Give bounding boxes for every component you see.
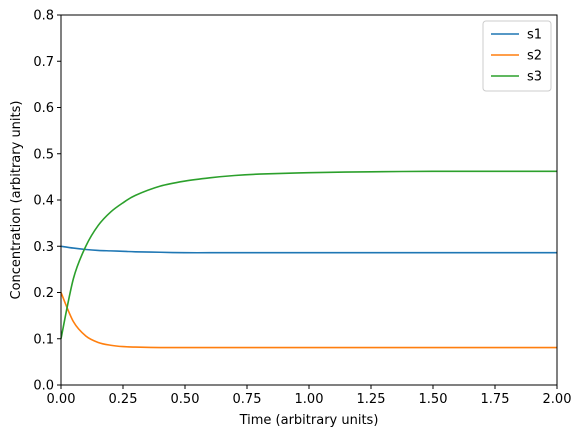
legend-label-s3: s3 bbox=[527, 70, 542, 85]
y-tick-label: 0.5 bbox=[33, 147, 54, 162]
y-tick-label: 0.1 bbox=[33, 332, 54, 347]
y-tick-label: 0.8 bbox=[33, 9, 54, 24]
y-tick-label: 0.6 bbox=[33, 101, 54, 116]
series-line-s2 bbox=[60, 292, 557, 349]
series-layer bbox=[60, 170, 557, 349]
y-axis-label: Concentration (arbitrary units) bbox=[9, 101, 24, 300]
legend: s1 s2 s3 bbox=[482, 20, 552, 92]
series-line-s1 bbox=[60, 245, 557, 254]
x-tick-label: 0.75 bbox=[233, 392, 262, 407]
y-tick-label: 0.4 bbox=[33, 194, 54, 209]
series-line-s3 bbox=[60, 170, 557, 339]
x-axis-ticks: 0.00 0.25 0.50 0.75 1.00 1.25 1.50 1.75 2.00 bbox=[47, 385, 572, 407]
y-tick-label: 0.3 bbox=[33, 240, 54, 255]
y-axis-ticks: 0.0 0.1 0.2 0.3 0.4 0.5 0.6 0.7 0.8 bbox=[33, 9, 61, 394]
x-tick-label: 1.25 bbox=[357, 392, 386, 407]
axes-frame bbox=[60, 14, 558, 386]
legend-box bbox=[482, 20, 552, 92]
x-tick-label: 0.00 bbox=[47, 392, 76, 407]
x-tick-label: 0.25 bbox=[109, 392, 138, 407]
y-tick-label: 0.0 bbox=[33, 379, 54, 394]
legend-label-s1: s1 bbox=[527, 28, 542, 43]
legend-label-s2: s2 bbox=[527, 49, 542, 64]
x-tick-label: 1.00 bbox=[295, 392, 324, 407]
x-axis-label: Time (arbitrary units) bbox=[239, 413, 379, 428]
x-tick-label: 2.00 bbox=[543, 392, 572, 407]
y-tick-label: 0.7 bbox=[33, 55, 54, 70]
x-tick-label: 0.50 bbox=[171, 392, 200, 407]
y-tick-label: 0.2 bbox=[33, 286, 54, 301]
x-tick-label: 1.75 bbox=[481, 392, 510, 407]
x-tick-label: 1.50 bbox=[419, 392, 448, 407]
